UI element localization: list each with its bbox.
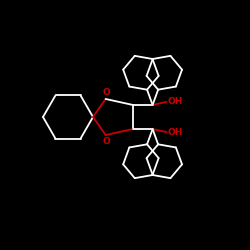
Text: OH: OH (168, 128, 183, 136)
Text: O: O (103, 88, 110, 98)
Text: OH: OH (168, 98, 183, 106)
Text: O: O (103, 136, 110, 145)
